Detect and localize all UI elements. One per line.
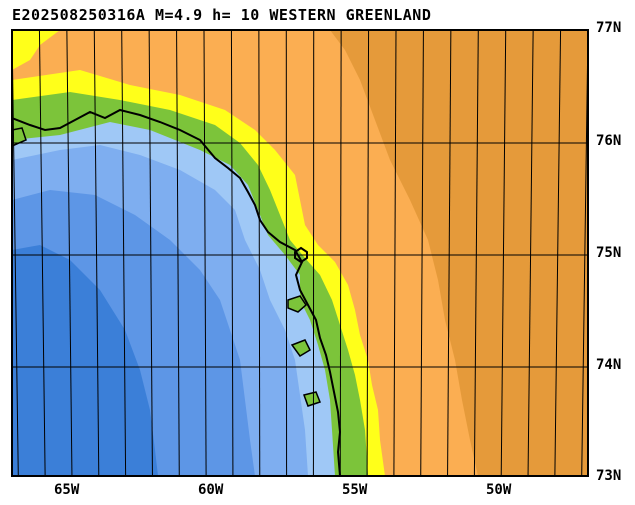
meridian-line: [393, 30, 397, 476]
epicenter-marker-icon[interactable]: [294, 246, 308, 264]
lon-label-65w: 65W: [54, 482, 80, 498]
meridian-line: [339, 30, 342, 476]
lat-label-75n: 75N: [596, 245, 622, 261]
lat-label-76n: 76N: [596, 133, 622, 149]
island: [290, 339, 311, 357]
meridian-line: [148, 30, 153, 476]
meridian-line: [93, 30, 100, 476]
meridian-line: [203, 30, 207, 476]
meridian-line: [473, 30, 479, 476]
meridian-line: [66, 30, 73, 476]
lat-label-74n: 74N: [596, 357, 622, 373]
map-frame: [11, 29, 589, 477]
meridian-line: [447, 30, 452, 476]
meridian-line: [12, 30, 19, 476]
land-high-elevation: [330, 30, 588, 476]
meridian-line: [258, 30, 261, 476]
meridian-line: [121, 30, 127, 476]
lon-label-60w: 60W: [198, 482, 224, 498]
meridian-line: [366, 30, 370, 476]
island: [303, 391, 321, 407]
meridian-line: [420, 30, 424, 476]
meridian-line: [581, 30, 588, 476]
ocean-deep: [12, 245, 158, 476]
lon-label-55w: 55W: [342, 482, 368, 498]
meridian-line: [554, 30, 562, 476]
lat-label-77n: 77N: [596, 20, 622, 36]
meridian-line: [230, 30, 234, 476]
meridian-line: [500, 30, 507, 476]
island: [287, 295, 307, 313]
meridian-line: [527, 30, 534, 476]
meridian-line: [176, 30, 180, 476]
coastline: [12, 108, 342, 476]
lat-label-73n: 73N: [596, 468, 622, 484]
lon-label-50w: 50W: [486, 482, 512, 498]
map-title: E202508250316A M=4.9 h= 10 WESTERN GREEN…: [12, 6, 432, 24]
meridian-line: [38, 30, 46, 476]
island: [12, 127, 27, 147]
graticule: [12, 30, 588, 476]
